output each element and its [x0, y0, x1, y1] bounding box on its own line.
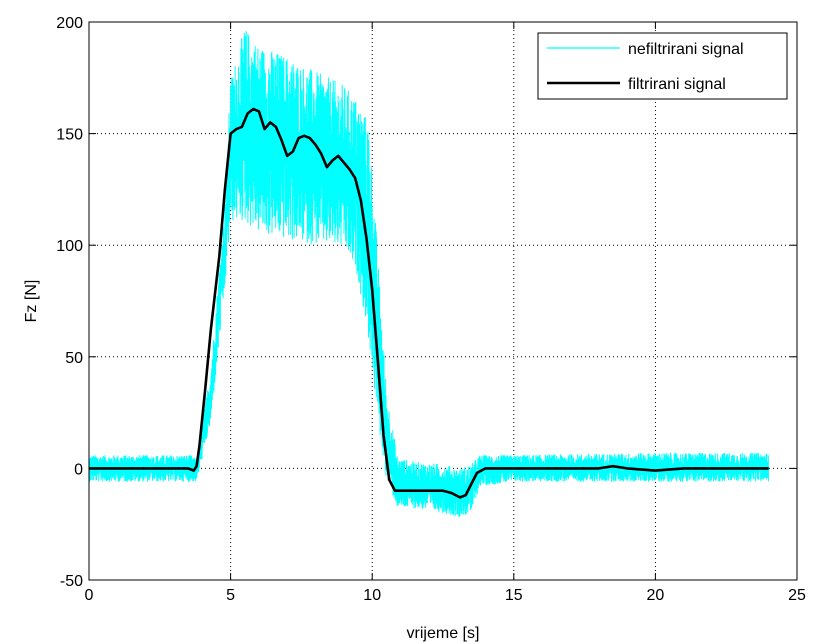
- legend-label-filtrirani-signal: filtrirani signal: [628, 76, 726, 93]
- ticks: [88, 21, 798, 581]
- y-tick-label: 100: [56, 238, 83, 255]
- legend: nefiltrirani signal filtrirani signal: [537, 32, 788, 100]
- series-line-nefiltrirani-signal: [88, 31, 769, 518]
- series-filtrirani-signal: [89, 107, 769, 499]
- y-tick-label: 0: [74, 461, 83, 478]
- x-tick-label: 25: [788, 587, 806, 604]
- x-tick-label: 0: [85, 587, 94, 604]
- y-tick-label: 50: [65, 350, 83, 367]
- series-line-filtrirani-signal: [89, 107, 769, 499]
- x-tick-label: 15: [505, 587, 523, 604]
- y-tick-label: 150: [56, 127, 83, 144]
- y-tick-label: 200: [56, 15, 83, 32]
- plot-frame: [88, 21, 798, 581]
- y-axis-label: Fz [N]: [23, 280, 40, 323]
- x-tick-label: 10: [363, 587, 381, 604]
- series-nefiltrirani-signal: [88, 31, 769, 518]
- y-tick-label: -50: [60, 573, 83, 590]
- legend-label-nefiltrirani-signal: nefiltrirani signal: [628, 41, 744, 58]
- x-axis-label: vrijeme [s]: [407, 625, 480, 642]
- legend-box: [537, 32, 788, 100]
- x-tick-label: 20: [647, 587, 665, 604]
- x-tick-label: 5: [226, 587, 235, 604]
